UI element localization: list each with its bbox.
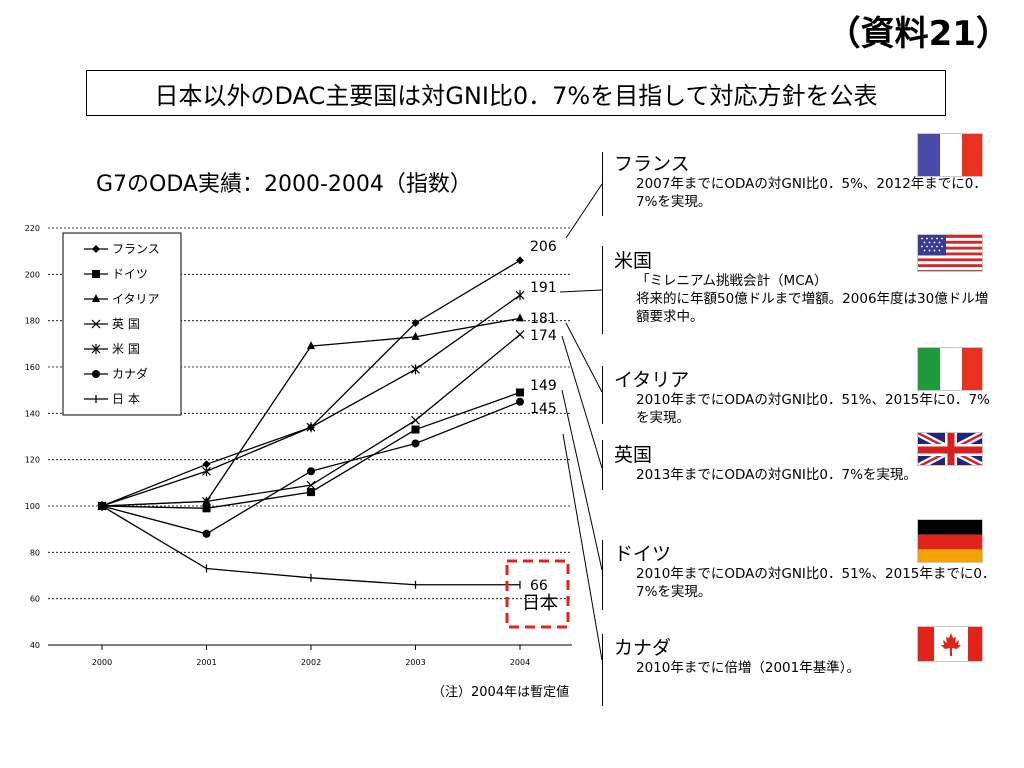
country-name: 英国	[614, 444, 653, 466]
country-italy: イタリア 2010年までにODAの対GNI比0．51%、2015年に0．7%を実…	[614, 369, 1004, 427]
legend-marker	[92, 270, 100, 278]
data-point	[516, 397, 524, 406]
country-desc: 2010年までに倍増（2001年基準）。	[636, 660, 860, 676]
country-desc: 2007年までにODAの対GNI比0．5%、2012年までに0．7%を実現。	[636, 176, 987, 210]
legend-marker	[92, 294, 100, 302]
data-point	[202, 504, 211, 513]
data-point	[307, 341, 315, 350]
end-value-label: 191	[530, 280, 557, 296]
legend-label: 米 国	[112, 342, 140, 356]
end-value-label: 145	[530, 401, 557, 417]
data-point	[307, 488, 315, 497]
legend-label: 日 本	[112, 392, 140, 406]
country-desc: 2010年までにODAの対GNI比0．51%、2015年に0．7%を実現。	[636, 392, 990, 426]
country-name: ドイツ	[614, 543, 672, 565]
divider-usa	[602, 246, 603, 334]
country-uk: 英国 2013年までにODAの対GNI比0．7%を実現。	[614, 444, 1004, 484]
end-value-label: 181	[530, 311, 557, 327]
divider-canada	[602, 634, 603, 706]
legend-box	[62, 232, 182, 416]
headline-box: 日本以外のDAC主要国は対GNI比0．7%を目指して対応方針を公表	[86, 70, 946, 116]
data-point	[411, 331, 420, 340]
x-tick-label: 2003	[405, 658, 425, 667]
country-germany: ドイツ 2010年までにODAの対GNI比0．51%、2015年までに0．7%を…	[614, 543, 1004, 601]
legend-label: ドイツ	[112, 267, 148, 281]
legend-marker	[91, 319, 101, 329]
country-name: カナダ	[614, 637, 672, 659]
chart-note: （注）2004年は暫定値	[432, 685, 570, 700]
chart-title: G7のODA実績：2000-2004（指数）	[96, 172, 472, 197]
canada-flag	[917, 626, 983, 662]
divider-uk	[602, 440, 603, 490]
x-tick-label: 2002	[301, 658, 321, 667]
data-point	[411, 364, 420, 375]
end-value-label: 149	[530, 378, 557, 394]
country-desc-line: 将来的に年額50億ドルまで増額。2006年度は30億ドル増額要求中。	[636, 291, 989, 325]
data-point	[306, 422, 316, 433]
y-tick-label: 80	[30, 548, 40, 557]
data-point	[515, 290, 525, 301]
legend-label: 英 国	[112, 317, 140, 331]
data-point	[202, 466, 211, 477]
end-value-label: 174	[530, 328, 557, 344]
y-tick-label: 40	[30, 641, 40, 650]
y-tick-label: 160	[25, 363, 40, 372]
data-point	[516, 313, 524, 322]
country-desc-line: 「ミレニアム挑戦会計（MCA）	[636, 273, 828, 289]
country-name: イタリア	[614, 369, 690, 391]
legend-label: フランス	[112, 242, 160, 256]
end-value-label: 66	[530, 578, 548, 594]
uk-flag	[917, 432, 983, 466]
end-value-label: 206	[530, 239, 557, 255]
country-usa: 米国 「ミレニアム挑戦会計（MCA） 将来的に年額50億ドルまで増額。2006年…	[614, 250, 1004, 326]
data-point	[411, 439, 420, 448]
country-desc: 2010年までにODAの対GNI比0．51%、2015年までに0．7%を実現。	[636, 566, 996, 600]
legend-marker	[92, 245, 100, 253]
italy-flag	[917, 347, 983, 391]
divider-italy	[602, 366, 603, 424]
data-point	[307, 467, 315, 476]
data-point	[516, 388, 524, 397]
slide-number-title: （資料21）	[826, 14, 1010, 54]
legend-marker	[92, 370, 100, 378]
y-tick-label: 140	[25, 409, 40, 418]
x-tick-label: 2000	[92, 658, 112, 667]
y-tick-label: 60	[30, 595, 40, 604]
data-point	[411, 425, 420, 434]
divider-france	[602, 152, 603, 216]
country-desc: 2013年までにODAの対GNI比0．7%を実現。	[636, 467, 917, 483]
legend-label: イタリア	[112, 292, 160, 306]
y-tick-label: 200	[25, 270, 40, 279]
data-point	[202, 496, 211, 506]
y-tick-label: 120	[25, 456, 40, 465]
germany-flag	[917, 519, 983, 563]
legend-marker	[91, 344, 101, 354]
data-point	[306, 480, 316, 490]
data-point	[202, 529, 211, 538]
oda-line-chart: 40 60 80 100 120 140 160 180 200 220 2000 2001 2002 2…	[25, 224, 572, 667]
data-point	[515, 330, 525, 339]
data-point	[202, 460, 211, 469]
data-point	[411, 318, 420, 327]
divider-germany	[602, 540, 603, 610]
y-tick-label: 100	[25, 502, 40, 511]
japan-highlight-label: 日本	[522, 593, 558, 614]
data-point	[411, 415, 420, 425]
country-name: 米国	[614, 250, 653, 272]
country-name: フランス	[614, 153, 690, 175]
x-tick-label: 2001	[196, 658, 216, 667]
legend-label: カナダ	[112, 366, 148, 381]
y-tick-label: 220	[25, 224, 40, 233]
data-point	[516, 256, 524, 265]
france-flag	[917, 133, 983, 177]
x-tick-label: 2004	[510, 658, 530, 667]
usa-flag	[917, 234, 983, 272]
country-france: フランス 2007年までにODAの対GNI比0．5%、2012年までに0．7%を…	[614, 153, 1004, 211]
data-point	[202, 496, 211, 505]
country-canada: カナダ 2010年までに倍増（2001年基準）。	[614, 637, 1004, 677]
series-line	[101, 505, 520, 586]
y-tick-label: 180	[25, 317, 40, 326]
